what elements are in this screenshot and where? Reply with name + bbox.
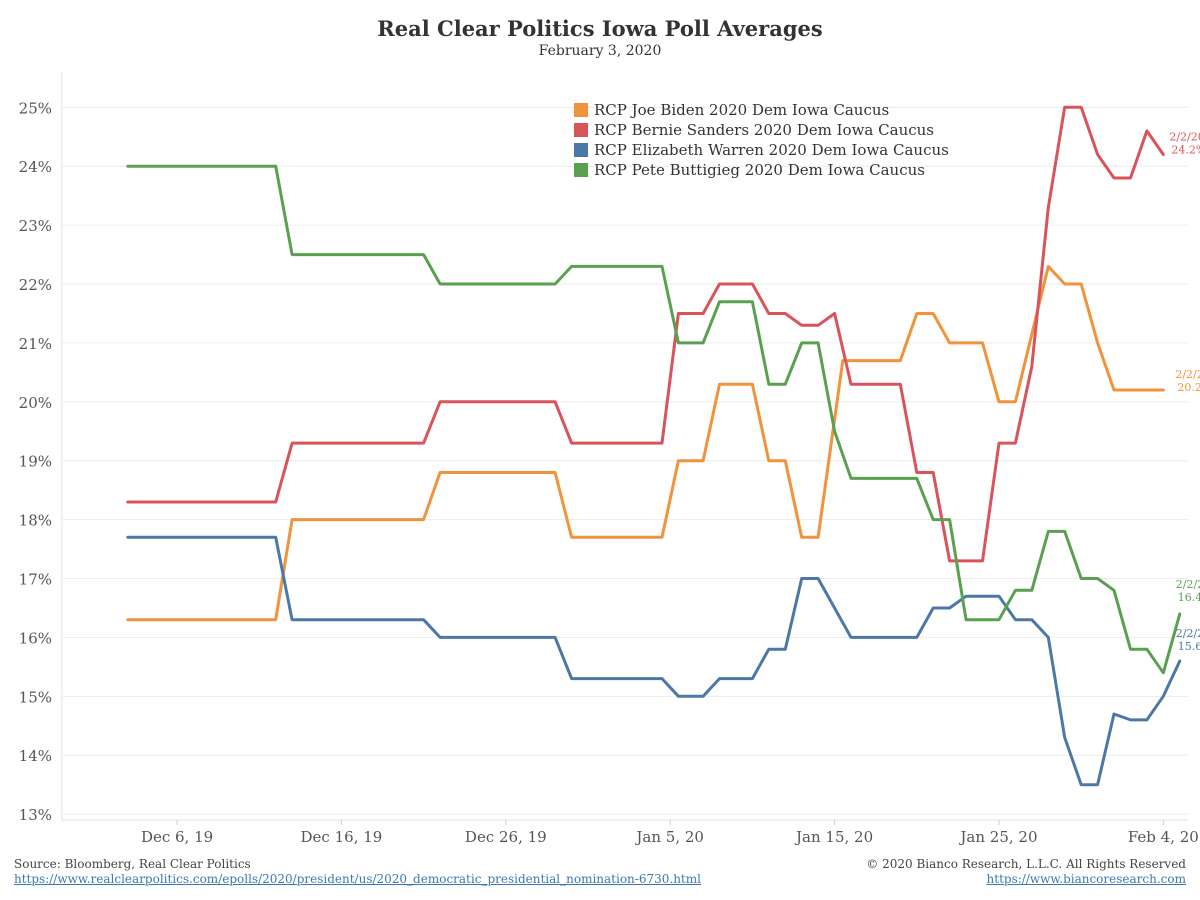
series-lines (126, 105, 1182, 787)
end-label-value: 16.4% (1178, 591, 1200, 604)
x-tick-label: Jan 15, 20 (794, 828, 873, 846)
y-tick-label: 23% (19, 217, 52, 235)
end-label-date: 2/2/20 (1176, 578, 1200, 591)
end-labels: 2/2/2020.2%2/2/2024.2%2/2/2015.6%2/2/201… (1169, 130, 1200, 653)
legend: RCP Joe Biden 2020 Dem Iowa Caucus RCP Be… (574, 101, 949, 179)
x-tick-label: Dec 6, 19 (141, 828, 213, 846)
chart-subtitle: February 3, 2020 (538, 43, 662, 59)
y-tick-label: 21% (19, 335, 52, 353)
x-tick-label: Jan 5, 20 (634, 828, 704, 846)
series-line (126, 535, 1182, 787)
legend-swatch (574, 103, 588, 117)
grid-lines (62, 106, 1188, 815)
end-label-date: 2/2/20 (1176, 627, 1200, 640)
legend-swatch (574, 143, 588, 157)
end-label-date: 2/2/20 (1175, 368, 1200, 381)
source-text: Source: Bloomberg, Real Clear Politics (14, 857, 251, 871)
end-label-date: 2/2/20 (1169, 130, 1200, 143)
legend-label: RCP Bernie Sanders 2020 Dem Iowa Caucus (594, 121, 934, 139)
y-tick-label: 24% (19, 158, 52, 176)
x-tick-label: Dec 16, 19 (301, 828, 383, 846)
y-tick-label: 17% (19, 571, 52, 589)
legend-swatch (574, 123, 588, 137)
y-tick-label: 18% (19, 512, 52, 530)
end-label-value: 15.6% (1178, 640, 1200, 653)
site-link[interactable]: https://www.biancoresearch.com (987, 872, 1186, 886)
legend-label: RCP Joe Biden 2020 Dem Iowa Caucus (594, 101, 889, 119)
y-tick-label: 25% (19, 99, 52, 117)
copyright-text: © 2020 Bianco Research, L.L.C. All Right… (866, 857, 1186, 871)
legend-label: RCP Elizabeth Warren 2020 Dem Iowa Caucu… (594, 141, 949, 159)
series-line (126, 264, 1165, 622)
x-tick-label: Jan 25, 20 (958, 828, 1037, 846)
y-tick-label: 13% (19, 806, 52, 824)
series-line (126, 164, 1182, 675)
site-link-text[interactable]: https://www.biancoresearch.com (986, 872, 1186, 886)
x-tick-label: Feb 4, 20 (1128, 828, 1199, 846)
end-label-value: 20.2% (1177, 381, 1200, 394)
y-tick-label: 14% (19, 747, 52, 765)
source-link[interactable]: https://www.realclearpolitics.com/epolls… (14, 872, 701, 886)
y-tick-label: 19% (19, 453, 52, 471)
end-label-value: 24.2% (1171, 143, 1200, 156)
source-link-text[interactable]: https://www.realclearpolitics.com/epolls… (14, 872, 701, 886)
x-tick-label: Dec 26, 19 (465, 828, 547, 846)
y-tick-label: 16% (19, 629, 52, 647)
series-line (126, 105, 1165, 563)
chart-title: Real Clear Politics Iowa Poll Averages (377, 16, 823, 41)
legend-label: RCP Pete Buttigieg 2020 Dem Iowa Caucus (594, 161, 925, 179)
y-tick-label: 20% (19, 394, 52, 412)
y-tick-label: 15% (19, 688, 52, 706)
y-tick-label: 22% (19, 276, 52, 294)
legend-swatch (574, 163, 588, 177)
axes: 13% 14% 15% 16% 17% 18% 19% 20% 21% 22% 23% 24% 25% D… (19, 72, 1199, 846)
